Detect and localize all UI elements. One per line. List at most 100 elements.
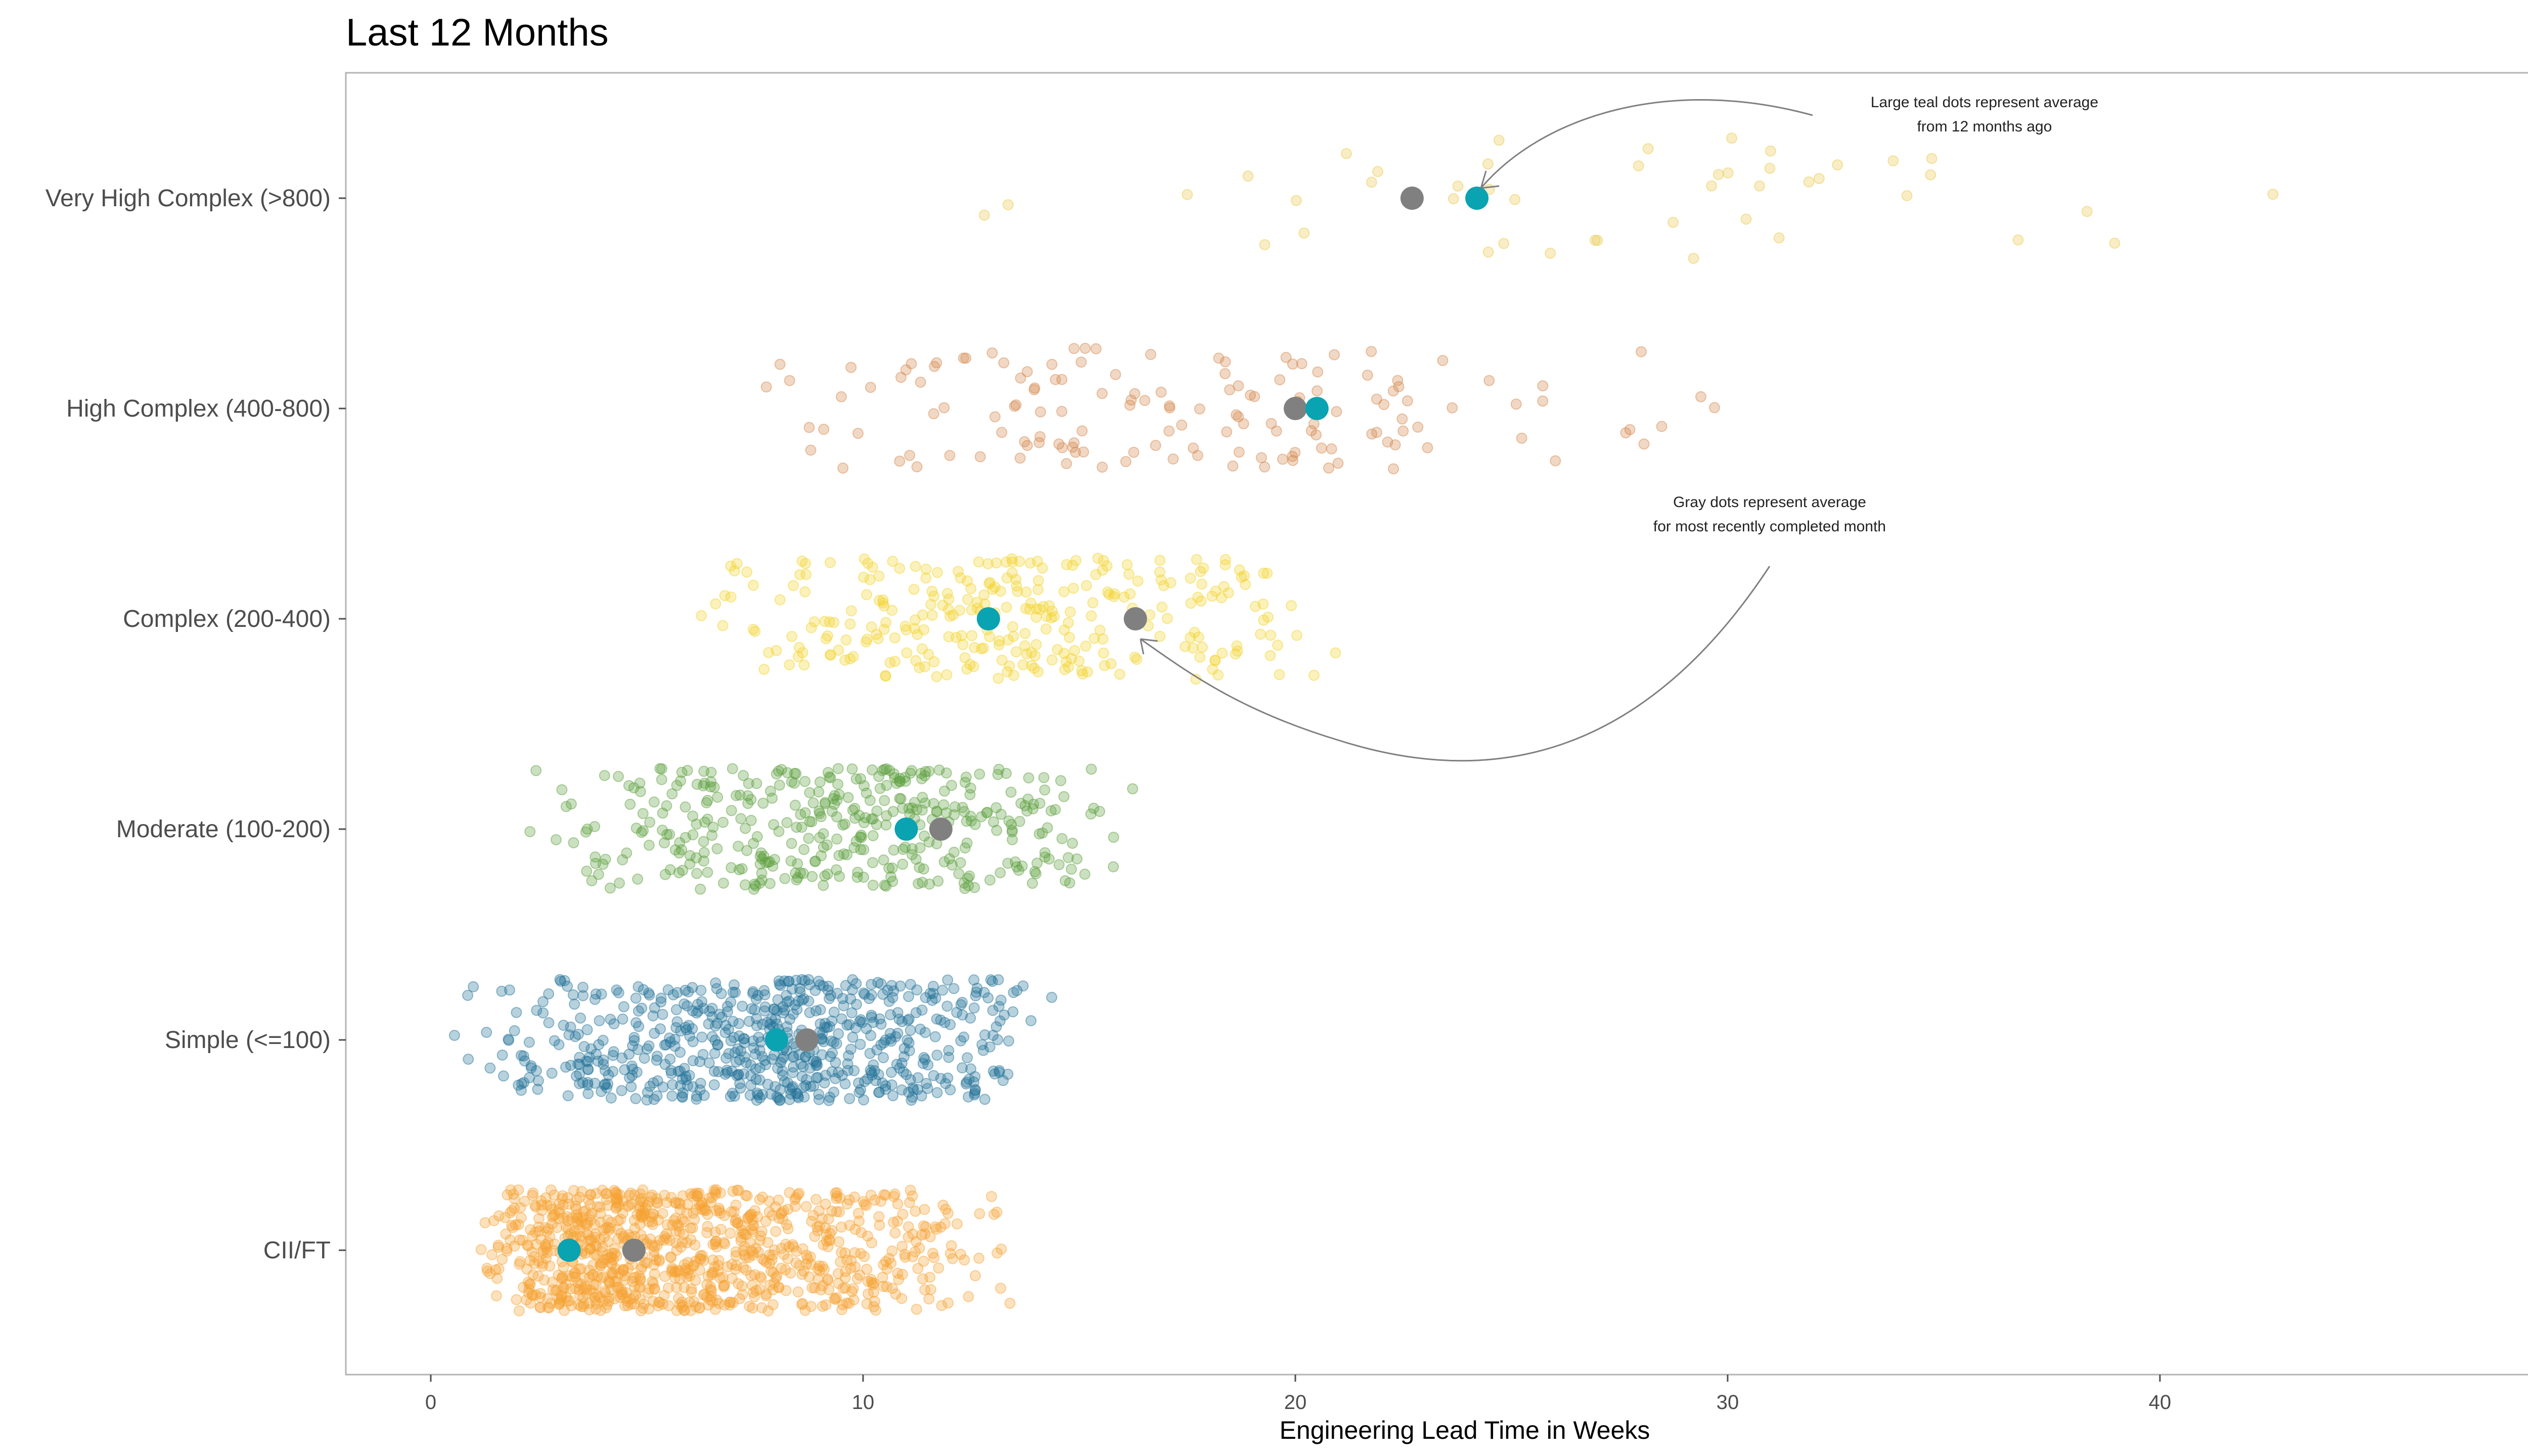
data-point (770, 1013, 781, 1025)
data-point (746, 1208, 757, 1220)
data-point (1127, 783, 1139, 795)
data-point (726, 862, 737, 874)
data-point (596, 1272, 607, 1284)
data-point (846, 1286, 858, 1297)
data-point (831, 794, 843, 806)
data-point (524, 1278, 536, 1290)
data-point (735, 1235, 747, 1247)
data-point (749, 878, 760, 890)
data-point (500, 1228, 512, 1240)
data-point (617, 1265, 629, 1277)
data-point (1026, 878, 1038, 889)
data-point (822, 1273, 834, 1285)
data-point (932, 567, 943, 578)
data-point (751, 1013, 762, 1024)
data-point (674, 837, 686, 848)
data-point (688, 1207, 699, 1219)
data-point (769, 1278, 780, 1289)
data-point (730, 1199, 742, 1211)
data-point (771, 1270, 783, 1282)
data-point (1194, 403, 1205, 415)
data-point (676, 1214, 688, 1225)
data-point (518, 1050, 529, 1062)
data-point (942, 1297, 954, 1309)
data-point (686, 1283, 697, 1295)
data-point (791, 822, 802, 833)
data-point (849, 1223, 861, 1235)
data-point (935, 1073, 946, 1084)
data-point (859, 988, 871, 1000)
data-point (864, 993, 875, 1005)
data-point (535, 1234, 547, 1245)
data-point (912, 1072, 924, 1083)
data-point (960, 352, 972, 364)
data-point (709, 1226, 721, 1238)
data-point (877, 765, 888, 777)
data-point (544, 1260, 556, 1272)
data-point (1706, 180, 1718, 192)
data-point (1037, 601, 1049, 612)
data-point (710, 1188, 721, 1200)
data-point (717, 877, 729, 889)
data-point (1192, 449, 1203, 461)
data-point (1015, 372, 1026, 384)
data-point (906, 1095, 917, 1106)
data-point (613, 1268, 625, 1280)
data-point (915, 1023, 926, 1035)
data-point (786, 776, 797, 788)
data-point (928, 798, 939, 809)
data-point (1180, 641, 1191, 652)
data-point (737, 1228, 749, 1239)
data-point (577, 1292, 589, 1303)
data-point (1633, 160, 1644, 172)
data-point (904, 449, 916, 461)
data-point (591, 1049, 602, 1060)
data-point (1366, 346, 1377, 357)
data-point (923, 765, 935, 777)
data-point (929, 1031, 941, 1042)
data-point (847, 974, 859, 985)
data-point (730, 1250, 742, 1261)
data-point (555, 976, 567, 987)
data-point (580, 1247, 592, 1259)
data-point (578, 1298, 590, 1310)
data-point (1103, 588, 1115, 600)
data-point (939, 1218, 951, 1230)
data-point (1022, 793, 1034, 805)
data-point (803, 974, 815, 985)
data-point (790, 1192, 801, 1203)
data-point (1218, 581, 1230, 593)
data-point (582, 1056, 594, 1067)
data-point (842, 1065, 853, 1076)
data-point (569, 1031, 581, 1042)
data-point (937, 600, 949, 611)
data-point (492, 1240, 504, 1251)
data-point (813, 786, 825, 798)
data-point (556, 1294, 567, 1306)
data-point (825, 772, 836, 784)
data-point (1493, 134, 1505, 146)
data-point (1121, 559, 1133, 570)
data-point (859, 1199, 871, 1210)
data-point (1011, 985, 1023, 996)
data-point (1378, 399, 1390, 411)
data-point (865, 382, 876, 393)
data-point (897, 858, 909, 870)
x-tick-label: 20 (1284, 1391, 1307, 1414)
data-point (675, 775, 686, 787)
data-point (509, 1203, 520, 1214)
data-point (678, 1228, 689, 1240)
data-point (641, 1200, 653, 1211)
data-point (601, 1188, 612, 1199)
data-point (1114, 668, 1125, 680)
data-point (618, 1264, 629, 1275)
data-point (886, 605, 898, 616)
data-point (529, 1258, 540, 1269)
data-point (685, 1305, 697, 1316)
data-point (558, 1281, 569, 1293)
data-point (887, 806, 899, 817)
data-point (1212, 669, 1224, 681)
data-point (844, 1093, 855, 1105)
data-point (727, 986, 739, 998)
data-point (1209, 655, 1221, 666)
